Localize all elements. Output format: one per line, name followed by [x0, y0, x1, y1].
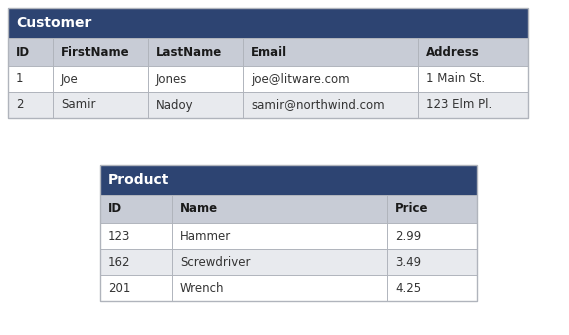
Bar [53, 66, 148, 92]
Bar [53, 92, 148, 118]
Text: Wrench: Wrench [180, 281, 225, 294]
Text: Email: Email [251, 46, 287, 59]
Text: Joe: Joe [61, 72, 79, 85]
Bar [100, 165, 477, 301]
Bar [172, 275, 387, 301]
Bar [8, 8, 528, 38]
Bar [8, 8, 528, 118]
Bar [100, 249, 172, 275]
Text: samir@northwind.com: samir@northwind.com [251, 98, 385, 112]
Text: joe@litware.com: joe@litware.com [251, 72, 349, 85]
Text: 201: 201 [108, 281, 130, 294]
Bar [8, 66, 53, 92]
Bar [172, 223, 387, 249]
Bar [418, 92, 528, 118]
Text: 1: 1 [16, 72, 23, 85]
Bar [148, 92, 243, 118]
Text: 123: 123 [108, 229, 130, 243]
Text: Nadoy: Nadoy [156, 98, 193, 112]
Bar [53, 38, 148, 66]
Text: Price: Price [395, 202, 428, 215]
Bar [243, 92, 418, 118]
Bar [387, 195, 477, 223]
Bar [243, 66, 418, 92]
Text: Name: Name [180, 202, 218, 215]
Bar [418, 66, 528, 92]
Text: Jones: Jones [156, 72, 187, 85]
Text: 2.99: 2.99 [395, 229, 421, 243]
Text: ID: ID [16, 46, 30, 59]
Bar [100, 275, 172, 301]
Text: 162: 162 [108, 256, 130, 268]
Bar [387, 249, 477, 275]
Text: Address: Address [426, 46, 480, 59]
Bar [148, 66, 243, 92]
Text: FirstName: FirstName [61, 46, 130, 59]
Bar [243, 38, 418, 66]
Text: Hammer: Hammer [180, 229, 231, 243]
Text: Samir: Samir [61, 98, 96, 112]
Text: Customer: Customer [16, 16, 92, 30]
Text: Screwdriver: Screwdriver [180, 256, 250, 268]
Text: ID: ID [108, 202, 122, 215]
Text: 123 Elm Pl.: 123 Elm Pl. [426, 98, 492, 112]
Text: 3.49: 3.49 [395, 256, 421, 268]
Bar [100, 195, 172, 223]
Text: Product: Product [108, 173, 170, 187]
Text: 4.25: 4.25 [395, 281, 421, 294]
Bar [100, 165, 477, 195]
Bar [100, 223, 172, 249]
Bar [387, 223, 477, 249]
Bar [387, 275, 477, 301]
Bar [8, 38, 53, 66]
Text: 2: 2 [16, 98, 23, 112]
Text: LastName: LastName [156, 46, 222, 59]
Bar [172, 249, 387, 275]
Bar [172, 195, 387, 223]
Bar [418, 38, 528, 66]
Bar [148, 38, 243, 66]
Text: 1 Main St.: 1 Main St. [426, 72, 485, 85]
Bar [8, 92, 53, 118]
